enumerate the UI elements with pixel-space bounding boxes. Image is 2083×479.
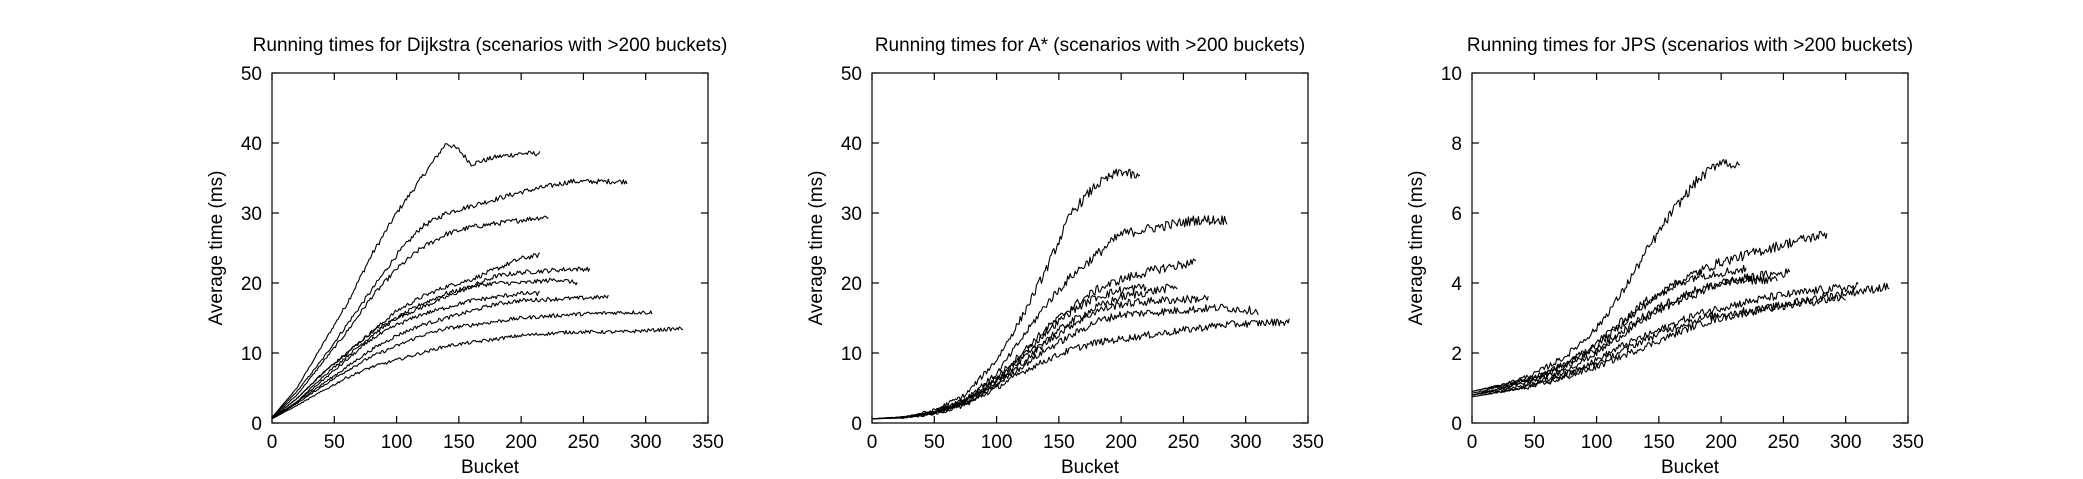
chart-title: Running times for A* (scenarios with >20… — [875, 35, 1305, 56]
series-line — [271, 277, 578, 419]
y-tick-label: 0 — [251, 414, 262, 435]
x-tick-label: 350 — [692, 432, 724, 453]
x-tick-label: 100 — [381, 432, 413, 453]
x-tick-label: 50 — [1524, 432, 1545, 453]
x-tick-label: 300 — [1230, 432, 1262, 453]
y-tick-label: 6 — [1451, 204, 1462, 225]
x-tick-label: 200 — [505, 432, 537, 453]
y-tick-label: 0 — [1451, 414, 1462, 435]
series-line — [1471, 268, 1791, 396]
x-tick-label: 300 — [1830, 432, 1862, 453]
series-line — [871, 258, 1197, 420]
chart-title: Running times for Dijkstra (scenarios wi… — [253, 35, 728, 56]
series-line — [1471, 294, 1846, 398]
plot-frame — [1471, 72, 1909, 424]
y-tick-label: 8 — [1451, 134, 1462, 155]
y-tick-label: 50 — [841, 64, 862, 85]
x-tick-label: 0 — [867, 432, 878, 453]
y-tick-label: 10 — [241, 344, 262, 365]
plot-frame — [271, 72, 709, 424]
x-axis-label: Bucket — [1061, 457, 1120, 478]
series-line — [271, 326, 684, 420]
series-line — [872, 318, 1290, 420]
series-line — [271, 215, 549, 418]
series-line — [271, 294, 609, 420]
y-tick-label: 50 — [241, 64, 262, 85]
x-tick-label: 250 — [568, 432, 600, 453]
y-tick-label: 2 — [1451, 344, 1462, 365]
series-line — [271, 290, 540, 420]
series-line — [271, 143, 541, 418]
x-tick-label: 50 — [324, 432, 345, 453]
x-tick-label: 350 — [1292, 432, 1324, 453]
series-line — [271, 310, 653, 420]
y-tick-label: 4 — [1451, 274, 1462, 295]
series-line — [871, 215, 1228, 420]
y-tick-label: 20 — [841, 274, 862, 295]
series-line — [1471, 264, 1747, 394]
y-tick-label: 10 — [1441, 64, 1462, 85]
y-tick-label: 0 — [851, 414, 862, 435]
x-tick-label: 0 — [267, 432, 278, 453]
y-axis-label: Average time (ms) — [1406, 171, 1427, 326]
y-tick-label: 30 — [841, 204, 862, 225]
y-axis-label: Average time (ms) — [806, 171, 827, 326]
plot-frame — [871, 72, 1309, 424]
y-tick-label: 20 — [241, 274, 262, 295]
y-tick-label: 40 — [241, 134, 262, 155]
y-tick-label: 30 — [241, 204, 262, 225]
series-group — [1471, 158, 1890, 398]
x-tick-label: 0 — [1467, 432, 1478, 453]
chart-title: Running times for JPS (scenarios with >2… — [1467, 35, 1913, 56]
x-tick-label: 100 — [981, 432, 1013, 453]
x-tick-label: 300 — [630, 432, 662, 453]
x-tick-label: 150 — [1643, 432, 1675, 453]
series-line — [871, 303, 1259, 420]
y-tick-label: 40 — [841, 134, 862, 155]
x-tick-label: 200 — [1105, 432, 1137, 453]
y-tick-label: 10 — [841, 344, 862, 365]
y-axis-label: Average time (ms) — [206, 171, 227, 326]
x-tick-label: 250 — [1768, 432, 1800, 453]
chart-panel-1: Running times for Dijkstra (scenarios wi… — [206, 35, 727, 478]
x-tick-label: 150 — [1043, 432, 1075, 453]
series-line — [1471, 275, 1778, 396]
x-tick-label: 350 — [1892, 432, 1924, 453]
series-line — [1471, 282, 1890, 398]
chart-panel-2: Running times for A* (scenarios with >20… — [806, 35, 1324, 478]
x-tick-label: 100 — [1581, 432, 1613, 453]
x-axis-label: Bucket — [1661, 457, 1720, 478]
chart-panel-3: Running times for JPS (scenarios with >2… — [1406, 35, 1924, 478]
series-group — [871, 168, 1290, 420]
x-tick-label: 150 — [443, 432, 475, 453]
x-axis-label: Bucket — [461, 457, 520, 478]
series-line — [271, 266, 591, 419]
x-tick-label: 200 — [1705, 432, 1737, 453]
series-line — [271, 178, 628, 418]
series-group — [271, 143, 684, 420]
x-tick-label: 50 — [924, 432, 945, 453]
x-tick-label: 250 — [1168, 432, 1200, 453]
series-line — [871, 283, 1147, 420]
